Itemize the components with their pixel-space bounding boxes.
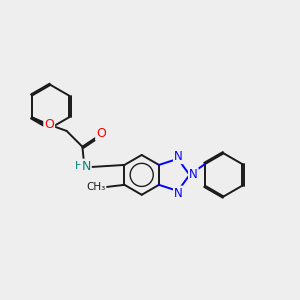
Text: N: N (81, 160, 91, 173)
Text: N: N (174, 150, 183, 163)
Text: CH₃: CH₃ (86, 182, 105, 192)
Text: H: H (74, 161, 83, 171)
Text: O: O (96, 127, 106, 140)
Text: N: N (174, 187, 183, 200)
Text: N: N (189, 168, 198, 182)
Text: O: O (44, 118, 54, 131)
